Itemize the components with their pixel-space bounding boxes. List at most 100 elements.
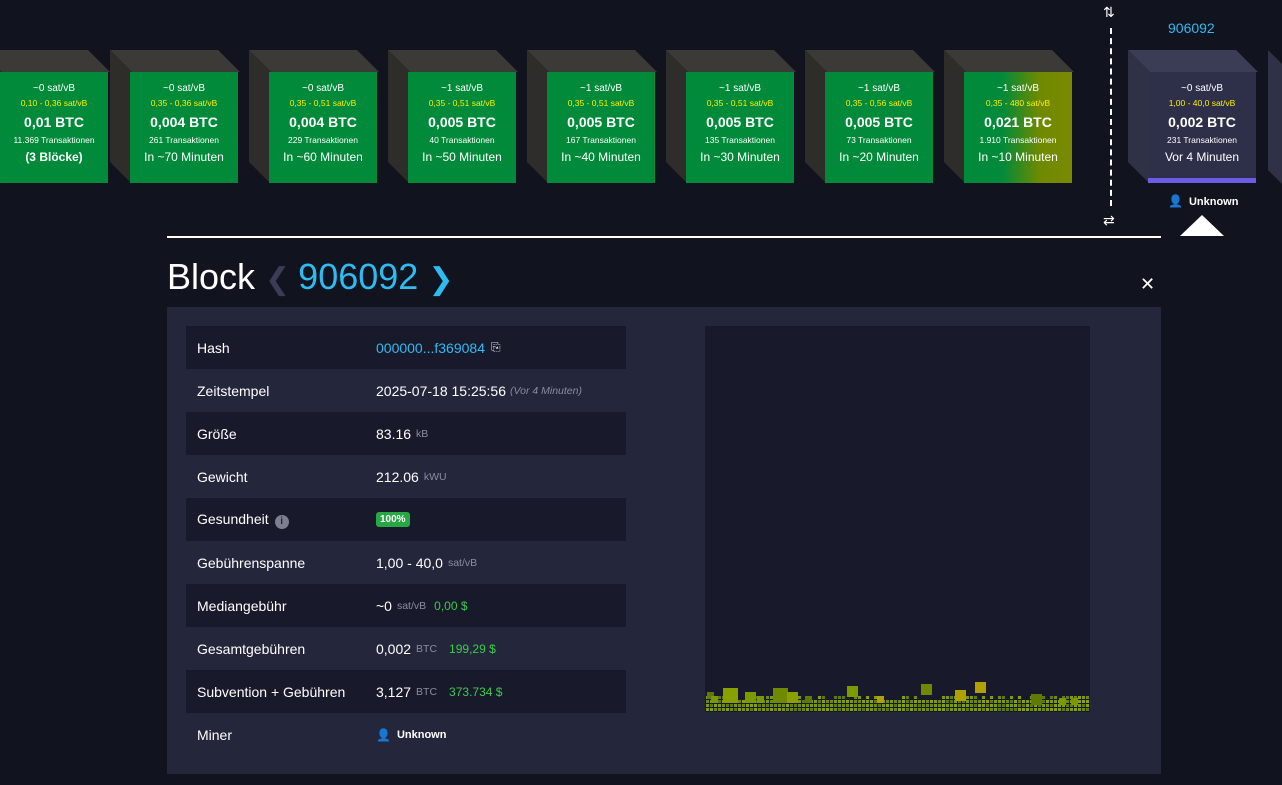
tx-square (850, 704, 853, 707)
tx-square (1074, 708, 1077, 711)
tx-square (858, 700, 861, 703)
tx-square (982, 696, 985, 699)
pending-block[interactable]: ~1 sat/vB 0,35 - 0,51 sat/vB 0,005 BTC 1… (527, 50, 657, 184)
tx-square (818, 708, 821, 711)
table-row: Gesundheit i 100% (186, 498, 626, 541)
tx-square (730, 708, 733, 711)
miner-link[interactable]: Unknown (396, 728, 447, 741)
tx-square (838, 696, 841, 699)
tx-square (798, 696, 801, 699)
tx-square (1070, 696, 1073, 699)
pending-block[interactable]: ~1 sat/vB 0,35 - 0,51 sat/vB 0,005 BTC 1… (666, 50, 796, 184)
tx-square (746, 704, 749, 707)
tx-square (982, 704, 985, 707)
tx-square (898, 708, 901, 711)
pending-block[interactable]: ~0 sat/vB 0,10 - 0,36 sat/vB 0,01 BTC 11… (0, 50, 110, 184)
swap-horizontal-icon[interactable]: ⇄ (1103, 212, 1115, 228)
next-block-edge[interactable] (1268, 50, 1282, 184)
info-icon[interactable]: i (274, 514, 289, 529)
tx-square (826, 700, 829, 703)
tx-square (766, 696, 769, 699)
copy-icon[interactable]: ⎘ (491, 340, 501, 354)
pending-block[interactable]: ~1 sat/vB 0,35 - 0,51 sat/vB 0,005 BTC 4… (388, 50, 518, 184)
tx-square (878, 704, 881, 707)
tx-square (774, 704, 777, 707)
tx-square (822, 708, 825, 711)
close-icon[interactable]: ✕ (1140, 274, 1156, 294)
block-face: ~0 sat/vB 0,35 - 0,36 sat/vB 0,004 BTC 2… (130, 72, 238, 183)
tx-square (822, 696, 825, 699)
tx-square (1018, 700, 1021, 703)
tx-square (954, 708, 957, 711)
tx-square (990, 700, 993, 703)
tx-square (886, 708, 889, 711)
table-row: Gesamtgebühren 0,002 BTC 199,29 $ (197, 640, 496, 657)
tx-square (1082, 708, 1085, 711)
tx-square (910, 704, 913, 707)
tx-square (742, 700, 745, 703)
tx-square (998, 708, 1001, 711)
tx-square (723, 688, 738, 703)
mined-block-height[interactable]: 906092 (1168, 20, 1215, 36)
tx-square (770, 696, 773, 699)
tx-square (1066, 704, 1069, 707)
chevron-left-icon[interactable]: ❮ (265, 263, 291, 296)
tx-square (711, 696, 718, 703)
tx-squares (706, 682, 1089, 711)
tx-square (946, 700, 949, 703)
tx-square (1030, 704, 1033, 707)
tx-square (847, 686, 858, 697)
mined-block[interactable]: ~0 sat/vB 1,00 - 40,0 sat/vB 0,002 BTC 2… (1128, 50, 1258, 184)
block-transactions-visualization[interactable] (705, 326, 1090, 712)
hash-link[interactable]: 000000...f369084 (376, 339, 485, 356)
tx-square (938, 708, 941, 711)
tx-square (902, 700, 905, 703)
tx-square (1030, 708, 1033, 711)
tx-square (914, 696, 917, 699)
tx-square (946, 696, 949, 699)
tx-square (966, 708, 969, 711)
tx-square (994, 708, 997, 711)
pending-block[interactable]: ~1 sat/vB 0,35 - 0,56 sat/vB 0,005 BTC 7… (805, 50, 935, 184)
tx-square (806, 708, 809, 711)
tx-square (970, 708, 973, 711)
tx-square (970, 696, 973, 699)
tx-square (1002, 708, 1005, 711)
tx-square (954, 704, 957, 707)
tx-square (918, 704, 921, 707)
tx-square (1082, 700, 1085, 703)
tx-square (906, 700, 909, 703)
tx-square (998, 700, 1001, 703)
swap-vertical-icon[interactable]: ⇅ (1103, 4, 1115, 20)
tx-square (830, 700, 833, 703)
tx-square (746, 708, 749, 711)
tx-square (1038, 704, 1041, 707)
tx-square (710, 704, 713, 707)
tx-square (1078, 696, 1081, 699)
tx-square (878, 708, 881, 711)
pending-block[interactable]: ~0 sat/vB 0,35 - 0,36 sat/vB 0,004 BTC 2… (110, 50, 240, 184)
tx-square (970, 704, 973, 707)
pending-block[interactable]: ~1 sat/vB 0,35 - 480 sat/vB 0,021 BTC 1.… (944, 50, 1074, 184)
block-face: ~1 sat/vB 0,35 - 0,51 sat/vB 0,005 BTC 4… (408, 72, 516, 183)
tx-square (942, 708, 945, 711)
tx-square (786, 704, 789, 707)
tx-square (758, 708, 761, 711)
tx-square (1074, 704, 1077, 707)
tx-square (858, 708, 861, 711)
tx-square (778, 708, 781, 711)
tx-square (942, 700, 945, 703)
tx-square (877, 696, 884, 703)
chevron-right-icon[interactable]: ❯ (428, 263, 454, 296)
person-icon: 👤 (1168, 194, 1183, 208)
tx-square (1002, 700, 1005, 703)
pending-block[interactable]: ~0 sat/vB 0,35 - 0,51 sat/vB 0,004 BTC 2… (249, 50, 379, 184)
tx-square (1050, 704, 1053, 707)
tx-square (1086, 696, 1089, 699)
tx-square (874, 708, 877, 711)
tx-square (902, 696, 905, 699)
tx-square (707, 692, 714, 699)
page-title: Block ❮ 906092 ❯ (167, 256, 454, 297)
tx-square (910, 700, 913, 703)
tx-square (814, 704, 817, 707)
